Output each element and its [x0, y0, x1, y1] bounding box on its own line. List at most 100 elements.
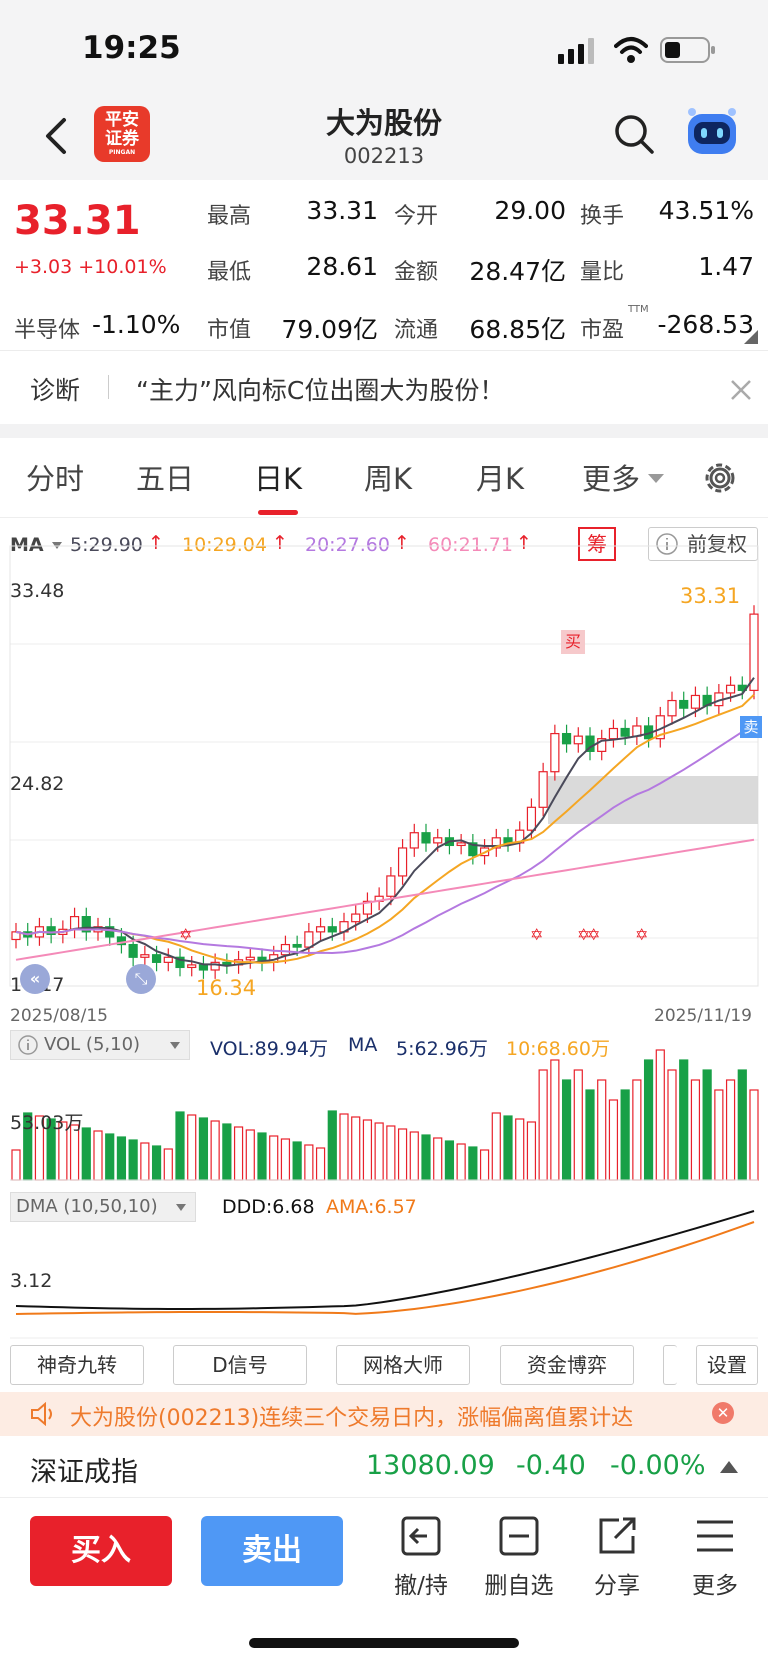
- candle-body: [105, 926, 115, 938]
- notice-text[interactable]: 大为股份(002213)连续三个交易日内，涨幅偏离值累计达: [70, 1406, 634, 1431]
- candle-body: [725, 684, 736, 694]
- candle-body: [81, 916, 91, 933]
- volume-bar: [198, 1117, 209, 1181]
- diagnose-text[interactable]: “主力”风向标C位出圈大为股份！: [136, 376, 505, 405]
- tab-more[interactable]: 更多: [582, 462, 641, 496]
- sell-button[interactable]: 卖出: [201, 1516, 343, 1586]
- volume-bar: [421, 1134, 431, 1181]
- sector-change[interactable]: -1.10%: [92, 310, 181, 339]
- volume-bar: [374, 1122, 384, 1181]
- volume-bar: [93, 1130, 103, 1181]
- candle-body: [620, 727, 630, 737]
- volume-bar: [561, 1079, 572, 1181]
- diagnose-bar[interactable]: 诊断 “主力”风向标C位出圈大为股份！: [0, 350, 768, 424]
- remove-watchlist-label: 删自选: [484, 1573, 554, 1599]
- remove-watchlist-icon: [499, 1516, 539, 1556]
- vol-dropdown-icon[interactable]: [170, 1042, 180, 1050]
- dma-selector[interactable]: [10, 1192, 196, 1222]
- gear-icon[interactable]: [700, 458, 740, 498]
- vol-label[interactable]: VOL (5,10): [44, 1034, 141, 1055]
- candle-body: [667, 699, 677, 717]
- candle-body: [585, 735, 595, 752]
- candle-body: [397, 847, 408, 877]
- section-gap: [0, 424, 768, 438]
- tab-five-day[interactable]: 五日: [136, 462, 195, 496]
- candle-body: [351, 913, 361, 923]
- remove-watchlist-button[interactable]: 删自选: [474, 1516, 564, 1600]
- tool-d-signal[interactable]: D信号: [173, 1345, 307, 1385]
- sector-label[interactable]: 半导体: [14, 318, 81, 343]
- ma20-value: 20:27.60: [305, 534, 390, 556]
- tab-monthly-k[interactable]: 月K: [476, 462, 525, 496]
- pe-label: 市盈: [580, 318, 625, 343]
- tool-settings[interactable]: 设置: [696, 1345, 758, 1385]
- tab-weekly-k[interactable]: 周K: [364, 462, 413, 496]
- dma-dropdown-icon[interactable]: [176, 1204, 186, 1212]
- tool-nine-turn[interactable]: 神奇九转: [10, 1345, 144, 1385]
- signal-star-marker: ✡: [587, 925, 600, 944]
- expand-up-icon[interactable]: [720, 1460, 738, 1474]
- tool-fund-game[interactable]: 资金博弈: [500, 1345, 634, 1385]
- kline-chart-area[interactable]: MA 5:29.90 ↑ 10:29.04 ↑ 20:27.60 ↑ 60:21…: [0, 518, 768, 1388]
- robot-assistant-icon[interactable]: [682, 104, 742, 160]
- candle-body: [327, 926, 337, 933]
- turnover-value: 43.51%: [658, 196, 754, 225]
- index-bar[interactable]: 深证成指 13080.09 -0.40 -0.00%: [0, 1436, 768, 1498]
- adjust-button[interactable]: 前复权: [648, 527, 758, 561]
- candle-body: [210, 961, 220, 971]
- share-button[interactable]: 分享: [572, 1516, 662, 1600]
- candle-body: [11, 931, 21, 941]
- expand-corner-icon[interactable]: [744, 330, 758, 344]
- ma-label[interactable]: MA: [10, 534, 44, 556]
- volume-bar: [327, 1110, 337, 1181]
- volume-bar: [526, 1121, 537, 1181]
- volume-bar: [210, 1120, 220, 1181]
- index-name: 深证成指: [30, 1457, 138, 1488]
- more-button[interactable]: 更多: [670, 1516, 760, 1600]
- cancel-hold-button[interactable]: 撤/持: [376, 1516, 466, 1600]
- header: 平安 证券 PINGAN 大为股份 002213: [0, 96, 768, 180]
- zoom-out-icon[interactable]: ⤡: [126, 964, 156, 994]
- fast-rewind-icon[interactable]: «: [20, 964, 50, 994]
- kline-y-top: 33.48: [10, 580, 65, 602]
- tab-intraday[interactable]: 分时: [26, 462, 85, 496]
- search-icon[interactable]: [612, 112, 656, 156]
- signal-star-marker: ✡: [635, 925, 648, 944]
- diagnose-label: 诊断: [30, 376, 81, 405]
- kline-low-mark: 16.34: [196, 976, 257, 1000]
- volume-bar: [433, 1137, 443, 1181]
- tool-hidden-partial: [663, 1345, 677, 1385]
- status-bar: 19:25: [0, 0, 768, 96]
- close-icon[interactable]: [730, 379, 752, 401]
- vol-ma5: 5:62.96万: [396, 1038, 488, 1060]
- volume-bar: [714, 1089, 724, 1181]
- dma-y-label: 3.12: [10, 1270, 53, 1292]
- quote-panel: 33.31 +3.03 +10.01% 最高 33.31 今开 29.00 换手…: [0, 180, 768, 350]
- high-value: 33.31: [306, 196, 378, 225]
- high-label: 最高: [207, 204, 252, 229]
- ama-value: AMA:6.57: [326, 1196, 417, 1218]
- vol-ma-label: MA: [348, 1034, 378, 1056]
- dma-label[interactable]: DMA (10,50,10): [16, 1196, 158, 1217]
- price-change: +3.03 +10.01%: [14, 256, 167, 278]
- bottom-action-bar: 买入 卖出 撤/持 删自选 分享 更多: [0, 1498, 768, 1663]
- kline-canvas[interactable]: ✡ ✡ ✡✡ ✡: [0, 518, 768, 1388]
- back-arrow-icon[interactable]: [42, 116, 70, 156]
- notice-banner[interactable]: 大为股份(002213)连续三个交易日内，涨幅偏离值累计达 ✕: [0, 1392, 768, 1436]
- volume-bar: [163, 1148, 173, 1181]
- volume-bar: [503, 1115, 513, 1181]
- market-cap-label: 市值: [207, 318, 252, 343]
- candle-body: [163, 956, 173, 963]
- tab-daily-k[interactable]: 日K: [254, 462, 303, 496]
- volume-bar: [491, 1112, 501, 1181]
- vol-selector[interactable]: [10, 1030, 190, 1060]
- buy-button[interactable]: 买入: [30, 1516, 172, 1586]
- ma5-up-arrow-icon: ↑: [148, 532, 164, 554]
- tool-grid-master[interactable]: 网格大师: [336, 1345, 470, 1385]
- vol-info-icon[interactable]: [18, 1035, 38, 1055]
- more-menu-icon: [697, 1520, 733, 1552]
- notice-close-icon[interactable]: ✕: [712, 1402, 734, 1424]
- candle-body: [550, 732, 560, 773]
- chip-button[interactable]: 筹: [578, 527, 616, 561]
- buy-signal-tag: 买: [561, 630, 585, 654]
